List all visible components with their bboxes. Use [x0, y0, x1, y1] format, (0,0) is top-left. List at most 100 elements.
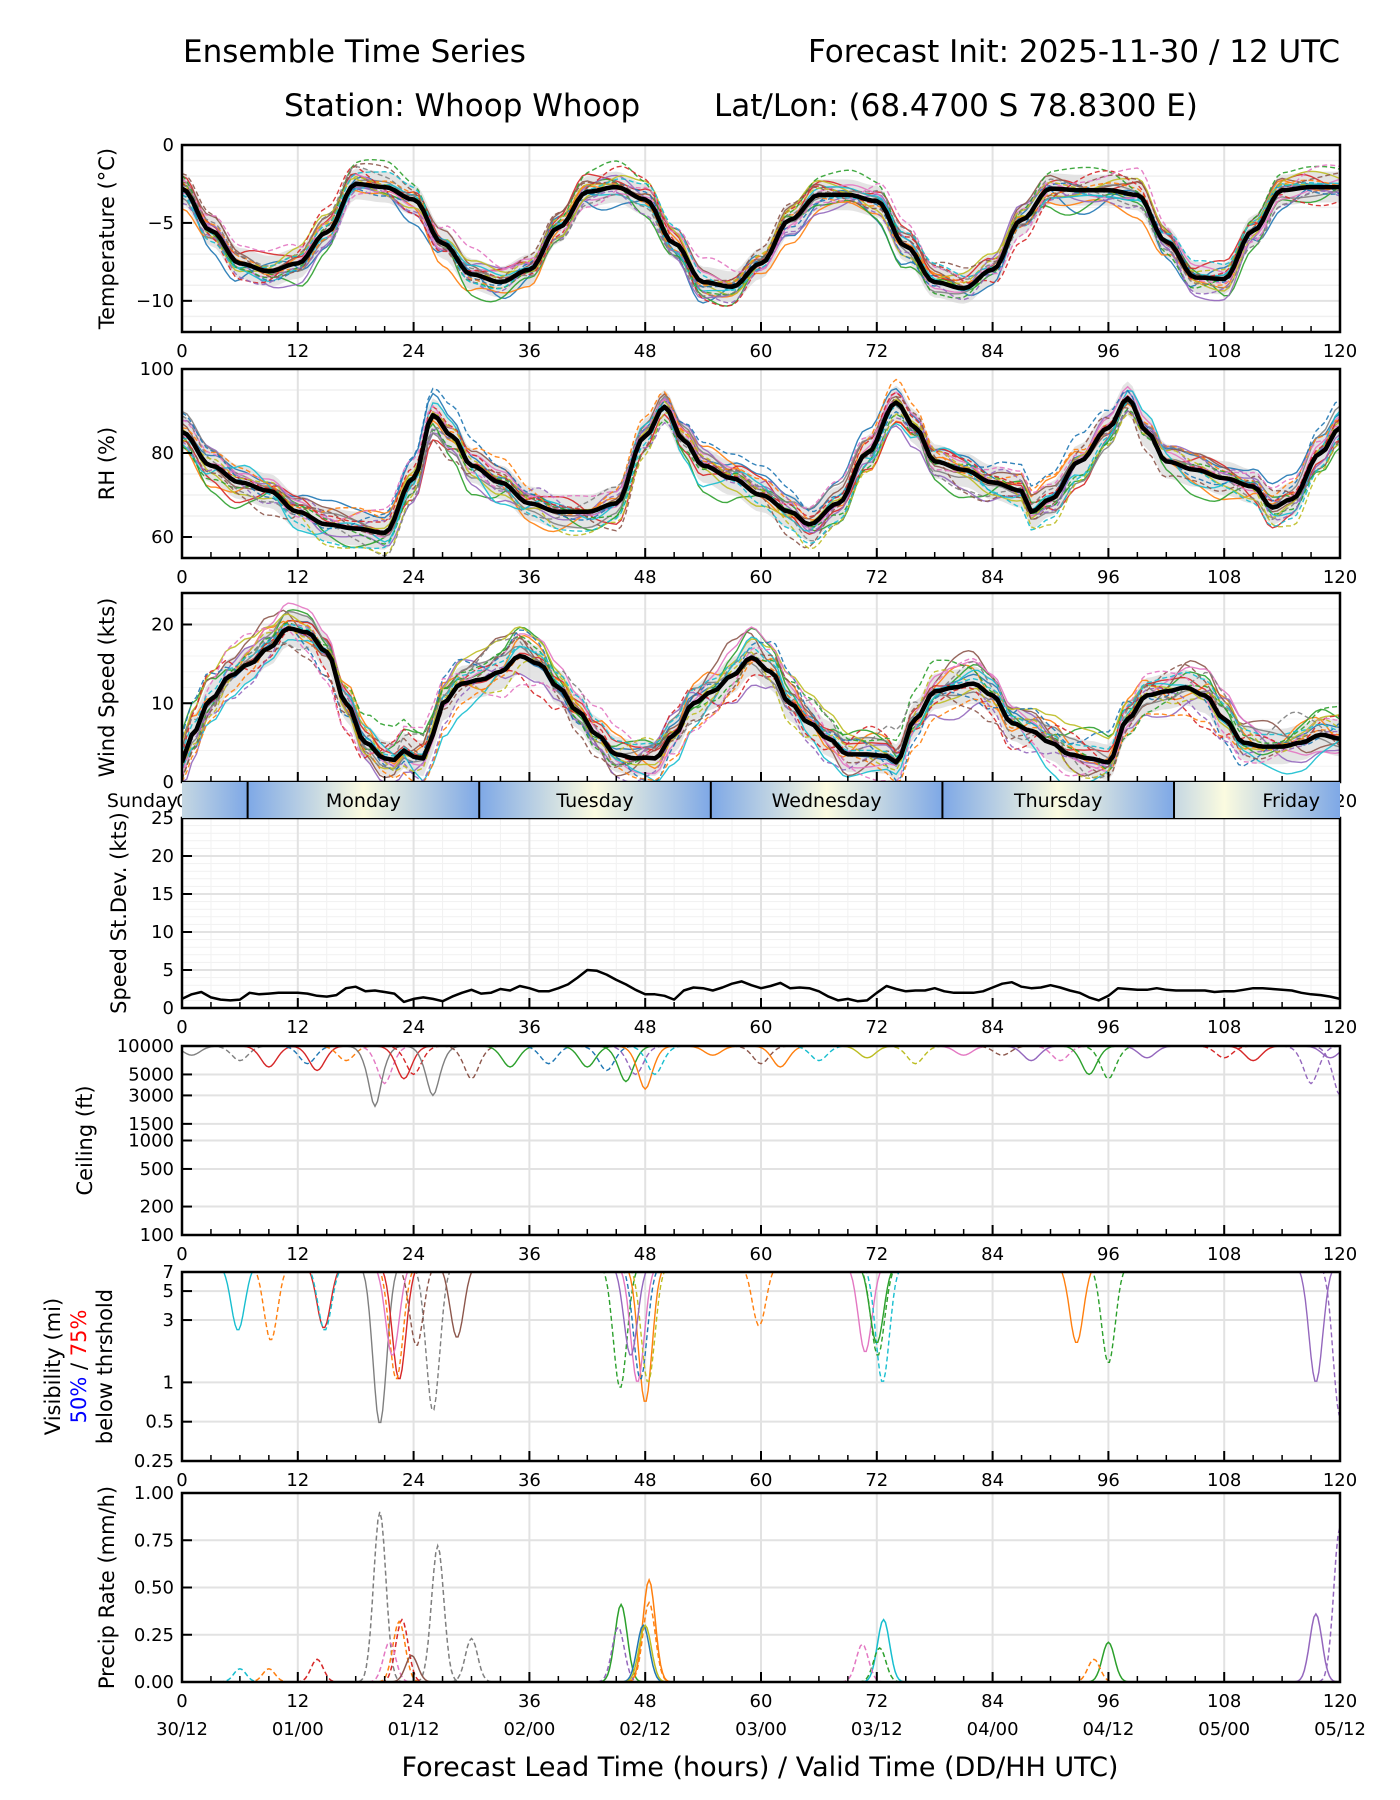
ensemble-member-line	[1060, 1046, 1119, 1076]
precip-peak-line	[408, 1543, 465, 1682]
x-time-label: 02/12	[619, 1719, 671, 1740]
y-tick-label: 1500	[128, 1114, 174, 1135]
x-time-label: 01/12	[388, 1719, 440, 1740]
y-tick-label: 7	[163, 1262, 174, 1283]
y-axis-label: Speed St.Dev. (kts)	[107, 812, 131, 1014]
ensemble-member-line	[182, 389, 1340, 543]
ensemble-member-line	[379, 1272, 413, 1380]
precip-peak-line	[350, 1511, 407, 1682]
x-tick-label: 0	[176, 567, 187, 588]
ensemble-member-line	[861, 1272, 894, 1356]
y-tick-label: 3000	[128, 1085, 174, 1106]
x-tick-label: 96	[1097, 341, 1120, 362]
y-tick-label: 0	[163, 998, 174, 1019]
x-tick-label: 60	[750, 1691, 773, 1712]
y-tick-label: 60	[151, 527, 174, 548]
x-tick-label: 48	[634, 567, 657, 588]
day-gradient	[1174, 782, 1340, 818]
ensemble-member-line	[606, 1046, 665, 1076]
x-tick-label: 12	[286, 341, 309, 362]
day-label: Monday	[326, 790, 401, 812]
x-tick-label: 24	[402, 1470, 425, 1491]
y-tick-label: 0.75	[134, 1530, 174, 1551]
ensemble-member-line	[1002, 1046, 1061, 1062]
ensemble-member-line	[731, 1046, 791, 1065]
x-tick-label: 120	[1323, 341, 1357, 362]
y-tick-label: 5	[163, 1281, 174, 1302]
day-gradient	[710, 782, 943, 818]
y-tick-label: 3	[163, 1310, 174, 1331]
ensemble-member-line	[288, 1046, 347, 1072]
x-tick-label: 84	[981, 1691, 1004, 1712]
x-time-label: 30/12	[156, 1719, 208, 1740]
day-label: Wednesday	[772, 790, 882, 812]
x-tick-label: 72	[865, 1470, 888, 1491]
threshold-sep: /	[67, 1356, 91, 1376]
x-tick-label: 96	[1097, 1691, 1120, 1712]
y-tick-label: 200	[140, 1197, 174, 1218]
y-tick-label: 25	[151, 808, 174, 829]
x-tick-label: 36	[518, 567, 541, 588]
threshold-75-label: 75%	[67, 1310, 91, 1357]
x-tick-label: 72	[865, 567, 888, 588]
x-tick-label: 60	[750, 341, 773, 362]
x-tick-label: 12	[286, 1470, 309, 1491]
ensemble-member-line	[625, 1046, 684, 1076]
ensemble-member-line	[362, 1272, 398, 1424]
x-tick-label: 120	[1323, 1244, 1357, 1265]
ensemble-member-line	[346, 1046, 404, 1108]
x-tick-label: 12	[286, 1017, 309, 1038]
ensemble-member-line	[614, 1272, 647, 1356]
y-tick-label: 5	[163, 960, 174, 981]
ensemble-member-line	[374, 1046, 433, 1080]
y-tick-label: 100	[140, 359, 174, 380]
day-gradient	[247, 782, 480, 818]
ensemble-member-line	[182, 609, 1340, 779]
y-tick-label: 0.50	[134, 1578, 174, 1599]
ensemble-member-line	[182, 637, 1340, 779]
x-tick-label: 48	[634, 1017, 657, 1038]
ensemble-member-line	[182, 637, 1340, 780]
ensemble-member-line	[1117, 1046, 1177, 1059]
x-tick-label: 96	[1097, 567, 1120, 588]
y-tick-label: 0	[163, 772, 174, 793]
precip-peak-line	[288, 1658, 345, 1682]
x-tick-label: 108	[1207, 1017, 1241, 1038]
ensemble-member-line	[1079, 1046, 1138, 1080]
chart-title: Ensemble Time Series	[183, 34, 526, 70]
ensemble-member-line	[182, 411, 1340, 556]
ensemble-member-line	[355, 1046, 414, 1085]
ensemble-member-line	[182, 179, 1340, 298]
x-tick-label: 60	[750, 1017, 773, 1038]
y-tick-label: 500	[140, 1159, 174, 1180]
ensemble-member-line	[182, 378, 1340, 522]
y-tick-label: −10	[136, 291, 174, 312]
x-tick-label: 108	[1207, 567, 1241, 588]
ensemble-member-line	[1031, 1046, 1090, 1062]
x-tick-label: 72	[865, 1244, 888, 1265]
ensemble-member-line	[1282, 1046, 1340, 1085]
day-label: Friday	[1262, 790, 1320, 812]
x-tick-label: 48	[634, 341, 657, 362]
y-tick-label: 1.00	[134, 1483, 174, 1504]
precip-peak-line	[854, 1618, 911, 1682]
y-tick-label: 20	[151, 846, 174, 867]
day-label: Tuesday	[555, 790, 633, 812]
ensemble-member-line	[577, 1046, 636, 1072]
ensemble-member-line	[182, 619, 1340, 782]
panel-speed_stdev: 0 5 10 15 20 25 0 12 24 36 48 60 72 84 96 108 120 Speed S…	[107, 808, 1357, 1038]
ensemble-members	[182, 158, 1340, 307]
x-tick-label: 108	[1207, 1691, 1241, 1712]
x-time-label: 01/00	[272, 1719, 324, 1740]
y-tick-label: 10	[151, 922, 174, 943]
day-label: Sunday	[107, 790, 178, 812]
precip-peak-line	[210, 1668, 267, 1682]
ensemble-member-line	[1060, 1272, 1093, 1343]
y-axis-label: Temperature (°C)	[95, 148, 119, 330]
ensemble-members	[210, 1511, 1340, 1682]
ensemble-member-line	[865, 1272, 900, 1382]
ensemble-member-line	[308, 1272, 339, 1329]
y-tick-label: 5000	[128, 1064, 174, 1085]
ensemble-member-line	[182, 165, 1340, 307]
y-tick-label: 0.5	[145, 1412, 174, 1433]
